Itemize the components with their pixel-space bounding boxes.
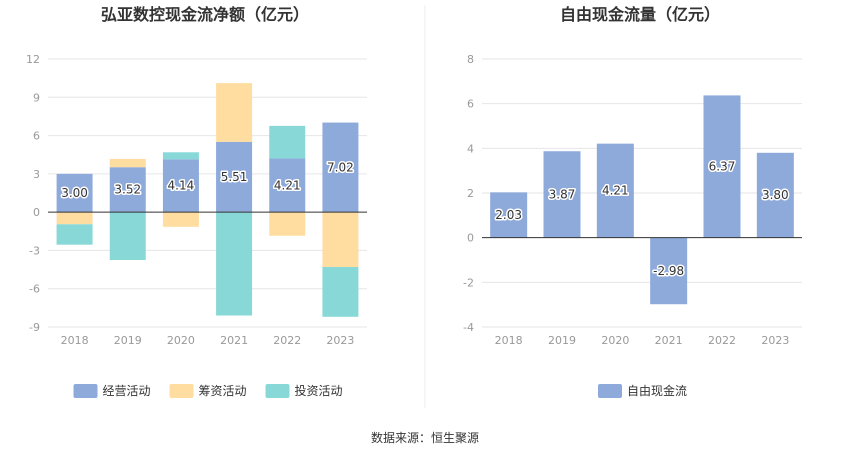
- x-tick-label: 2019: [114, 334, 142, 347]
- bar-经营活动-2020: [162, 159, 199, 213]
- data-label: 4.21: [602, 184, 629, 198]
- bar-筹资活动-2018: [56, 212, 93, 225]
- y-tick-label: 3: [33, 168, 40, 181]
- x-tick-label: 2022: [273, 334, 301, 347]
- data-label: 3.87: [549, 187, 576, 201]
- y-tick-label: 0: [33, 206, 40, 219]
- bar-投资活动-2023: [322, 267, 359, 317]
- bar-经营活动-2019: [109, 167, 146, 213]
- legend-label: 经营活动: [103, 384, 151, 398]
- x-tick-label: 2021: [220, 334, 248, 347]
- bar-自由现金流-2018: [490, 192, 528, 238]
- data-label: 3.80: [762, 188, 789, 202]
- x-tick-label: 2023: [326, 334, 354, 347]
- legend-swatch-经营活动: [73, 384, 98, 398]
- legend-swatch-筹资活动: [169, 384, 194, 398]
- data-label: -2.98: [653, 264, 684, 278]
- bar-筹资活动-2020: [162, 212, 199, 227]
- x-tick-label: 2018: [495, 334, 523, 347]
- bar-投资活动-2020: [162, 152, 199, 160]
- bar-自由现金流-2019: [543, 151, 581, 238]
- bar-投资活动-2022: [269, 125, 306, 159]
- y-tick-label: -4: [463, 321, 474, 334]
- x-tick-label: 2021: [655, 334, 683, 347]
- data-label: 5.51: [221, 170, 248, 184]
- left-chart-cashflow-net: 弘亚数控现金流净额（亿元） 12 9 6 3 0 -3 -6 -9 2018 2019 2020 202…: [26, 5, 367, 398]
- y-tick-label: -9: [29, 321, 40, 334]
- y-tick-label: 0: [467, 232, 474, 245]
- bar-经营活动-2018: [56, 173, 93, 213]
- x-tick-label: 2018: [61, 334, 89, 347]
- y-tick-label: 2: [467, 187, 474, 200]
- y-tick-label: 12: [26, 53, 40, 66]
- y-tick-label: -2: [463, 276, 474, 289]
- y-tick-label: -3: [29, 244, 40, 257]
- data-label: 3.52: [114, 183, 141, 197]
- bar-投资活动-2021: [216, 212, 253, 316]
- bar-经营活动-2022: [269, 158, 306, 213]
- y-tick-label: 6: [467, 98, 474, 111]
- legend-label: 自由现金流: [627, 383, 687, 398]
- source-text: 数据来源：恒生聚源: [371, 430, 479, 445]
- y-tick-label: 6: [33, 130, 40, 143]
- bar-投资活动-2018: [56, 224, 93, 245]
- legend-label: 投资活动: [295, 383, 343, 398]
- y-tick-label: 8: [467, 53, 474, 66]
- x-tick-label: 2020: [167, 334, 195, 347]
- x-tick-label: 2020: [601, 334, 629, 347]
- bar-经营活动-2023: [322, 122, 359, 213]
- y-tick-label: -6: [29, 283, 40, 296]
- bar-筹资活动-2019: [109, 158, 146, 168]
- bar-筹资活动-2021: [216, 83, 253, 142]
- data-label: 4.21: [274, 178, 301, 192]
- legend-swatch-自由现金流: [598, 384, 622, 398]
- bar-自由现金流-2021: [650, 237, 688, 305]
- bar-经营活动-2021: [216, 141, 253, 213]
- bar-筹资活动-2022: [269, 212, 306, 236]
- bar-投资活动-2019: [109, 212, 146, 260]
- data-label: 7.02: [327, 160, 354, 174]
- legend-label: 筹资活动: [199, 384, 247, 398]
- chart-title: 自由现金流量（亿元）: [560, 5, 720, 24]
- x-tick-label: 2023: [761, 334, 789, 347]
- x-tick-label: 2019: [548, 334, 576, 347]
- chart-title: 弘亚数控现金流净额（亿元）: [101, 5, 309, 24]
- legend-swatch-投资活动: [265, 384, 290, 398]
- bar-筹资活动-2023: [322, 212, 359, 268]
- bar-自由现金流-2022: [703, 95, 741, 238]
- x-tick-label: 2022: [708, 334, 736, 347]
- y-tick-label: 4: [467, 142, 474, 155]
- bar-自由现金流-2023: [756, 152, 794, 238]
- right-chart-free-cashflow: 自由现金流量（亿元） 8 6 4 2 0 -2 -4 2018 2019 2020 2021 2022 2…: [463, 5, 802, 398]
- data-label: 6.37: [709, 160, 736, 174]
- data-label: 3.00: [61, 186, 88, 200]
- y-tick-label: 9: [33, 91, 40, 104]
- data-label: 4.14: [168, 179, 195, 193]
- bar-自由现金流-2020: [596, 143, 634, 238]
- data-label: 2.03: [495, 208, 522, 222]
